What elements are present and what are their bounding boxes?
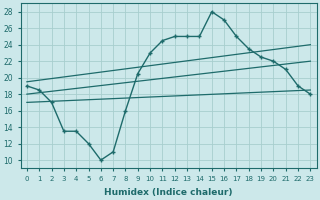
X-axis label: Humidex (Indice chaleur): Humidex (Indice chaleur) bbox=[104, 188, 233, 197]
